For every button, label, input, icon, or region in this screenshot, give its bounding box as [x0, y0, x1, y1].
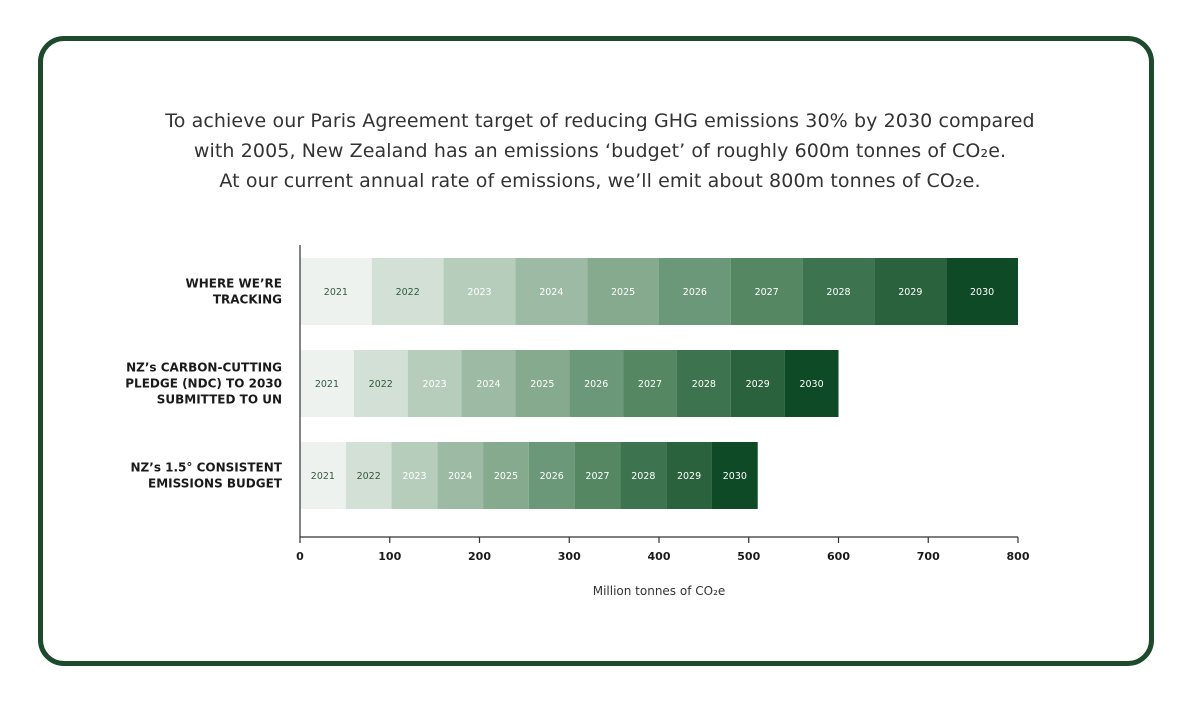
segment-label: 2023: [467, 287, 491, 298]
bar-segment: [623, 350, 677, 417]
segment-label: 2029: [677, 471, 701, 482]
headline-line-2: with 2005, New Zealand has an emissions …: [193, 140, 1007, 162]
x-tick-label: 300: [558, 550, 581, 563]
bar-segment: [353, 350, 408, 417]
bar-segment: [300, 258, 372, 325]
bar-segment: [730, 258, 803, 325]
category-label: WHERE WE’RE: [185, 277, 282, 291]
segment-label: 2024: [476, 379, 500, 390]
segment-label: 2030: [723, 471, 747, 482]
bar-segment: [515, 350, 570, 417]
segment-label: 2024: [539, 287, 563, 298]
category-label: PLEDGE (NDC) TO 2030: [125, 377, 282, 391]
segment-label: 2025: [611, 287, 635, 298]
bar-segment: [946, 258, 1018, 325]
bar-segment: [443, 258, 516, 325]
segment-label: 2025: [494, 471, 518, 482]
bar-segment: [515, 258, 588, 325]
category-label: NZ’s CARBON-CUTTING: [126, 361, 282, 375]
segment-label: 2024: [448, 471, 472, 482]
x-tick-label: 100: [378, 550, 401, 563]
bar-segment: [666, 442, 712, 509]
category-label: EMISSIONS BUDGET: [148, 477, 283, 491]
bar-segment: [574, 442, 621, 509]
segment-label: 2029: [898, 287, 922, 298]
bar-segment: [569, 350, 624, 417]
bar-segment: [620, 442, 667, 509]
bar-segment: [784, 350, 839, 417]
segment-label: 2027: [638, 379, 662, 390]
segment-label: 2022: [357, 471, 381, 482]
bar-group-2: 2021 2022 2023 2024 2025 2026 2027 2028 2029 2030: [300, 442, 758, 509]
category-label: TRACKING: [213, 293, 282, 307]
x-tick-label: 800: [1007, 550, 1030, 563]
bar-segment: [345, 442, 392, 509]
bar-segment: [371, 258, 444, 325]
x-tick-label: 700: [917, 550, 940, 563]
segment-label: 2030: [970, 287, 994, 298]
x-tick-label: 200: [468, 550, 491, 563]
bar-segment: [407, 350, 462, 417]
x-tick-label: 0: [296, 550, 304, 563]
segment-label: 2023: [423, 379, 447, 390]
bar-group-1: 2021 2022 2023 2024 2025 2026 2027 2028 2029 2030: [300, 350, 839, 417]
bar-segment: [300, 442, 346, 509]
segment-label: 2026: [584, 379, 608, 390]
segment-label: 2026: [683, 287, 707, 298]
segment-label: 2021: [315, 379, 339, 390]
segment-label: 2028: [692, 379, 716, 390]
segment-label: 2028: [826, 287, 850, 298]
category-label: SUBMITTED TO UN: [157, 393, 282, 407]
x-tick-label: 600: [827, 550, 850, 563]
segment-label: 2021: [324, 287, 348, 298]
x-tick-label: 500: [737, 550, 760, 563]
segment-label: 2025: [530, 379, 554, 390]
bar-segment: [587, 258, 659, 325]
headline: To achieve our Paris Agreement target of…: [60, 106, 1140, 196]
segment-label: 2027: [585, 471, 609, 482]
x-axis-title: Million tonnes of CO₂e: [593, 584, 726, 598]
segment-label: 2023: [402, 471, 426, 482]
segment-label: 2029: [746, 379, 770, 390]
segment-label: 2027: [755, 287, 779, 298]
bar-segment: [802, 258, 875, 325]
bar-segment: [659, 258, 731, 325]
x-tick-label: 400: [648, 550, 671, 563]
bar-segment: [437, 442, 484, 509]
bar-group-0: 2021 2022 2023 2024 2025 2026 2027 2028 2029 2030: [300, 258, 1018, 325]
segment-label: 2022: [369, 379, 393, 390]
bar-segment: [391, 442, 438, 509]
bar-segment: [528, 442, 575, 509]
segment-label: 2026: [540, 471, 564, 482]
bar-segment: [676, 350, 731, 417]
bar-segment: [711, 442, 758, 509]
bar-segment: [483, 442, 529, 509]
segment-label: 2021: [311, 471, 335, 482]
bar-segment: [874, 258, 947, 325]
headline-line-1: To achieve our Paris Agreement target of…: [165, 110, 1035, 132]
segment-label: 2030: [799, 379, 823, 390]
bar-segment: [730, 350, 785, 417]
bar-segment: [300, 350, 354, 417]
category-label: NZ’s 1.5° CONSISTENT: [131, 461, 283, 475]
segment-label: 2022: [396, 287, 420, 298]
headline-line-3: At our current annual rate of emissions,…: [219, 170, 981, 192]
bar-segment: [461, 350, 516, 417]
segment-label: 2028: [631, 471, 655, 482]
card-frame: [38, 36, 1154, 666]
